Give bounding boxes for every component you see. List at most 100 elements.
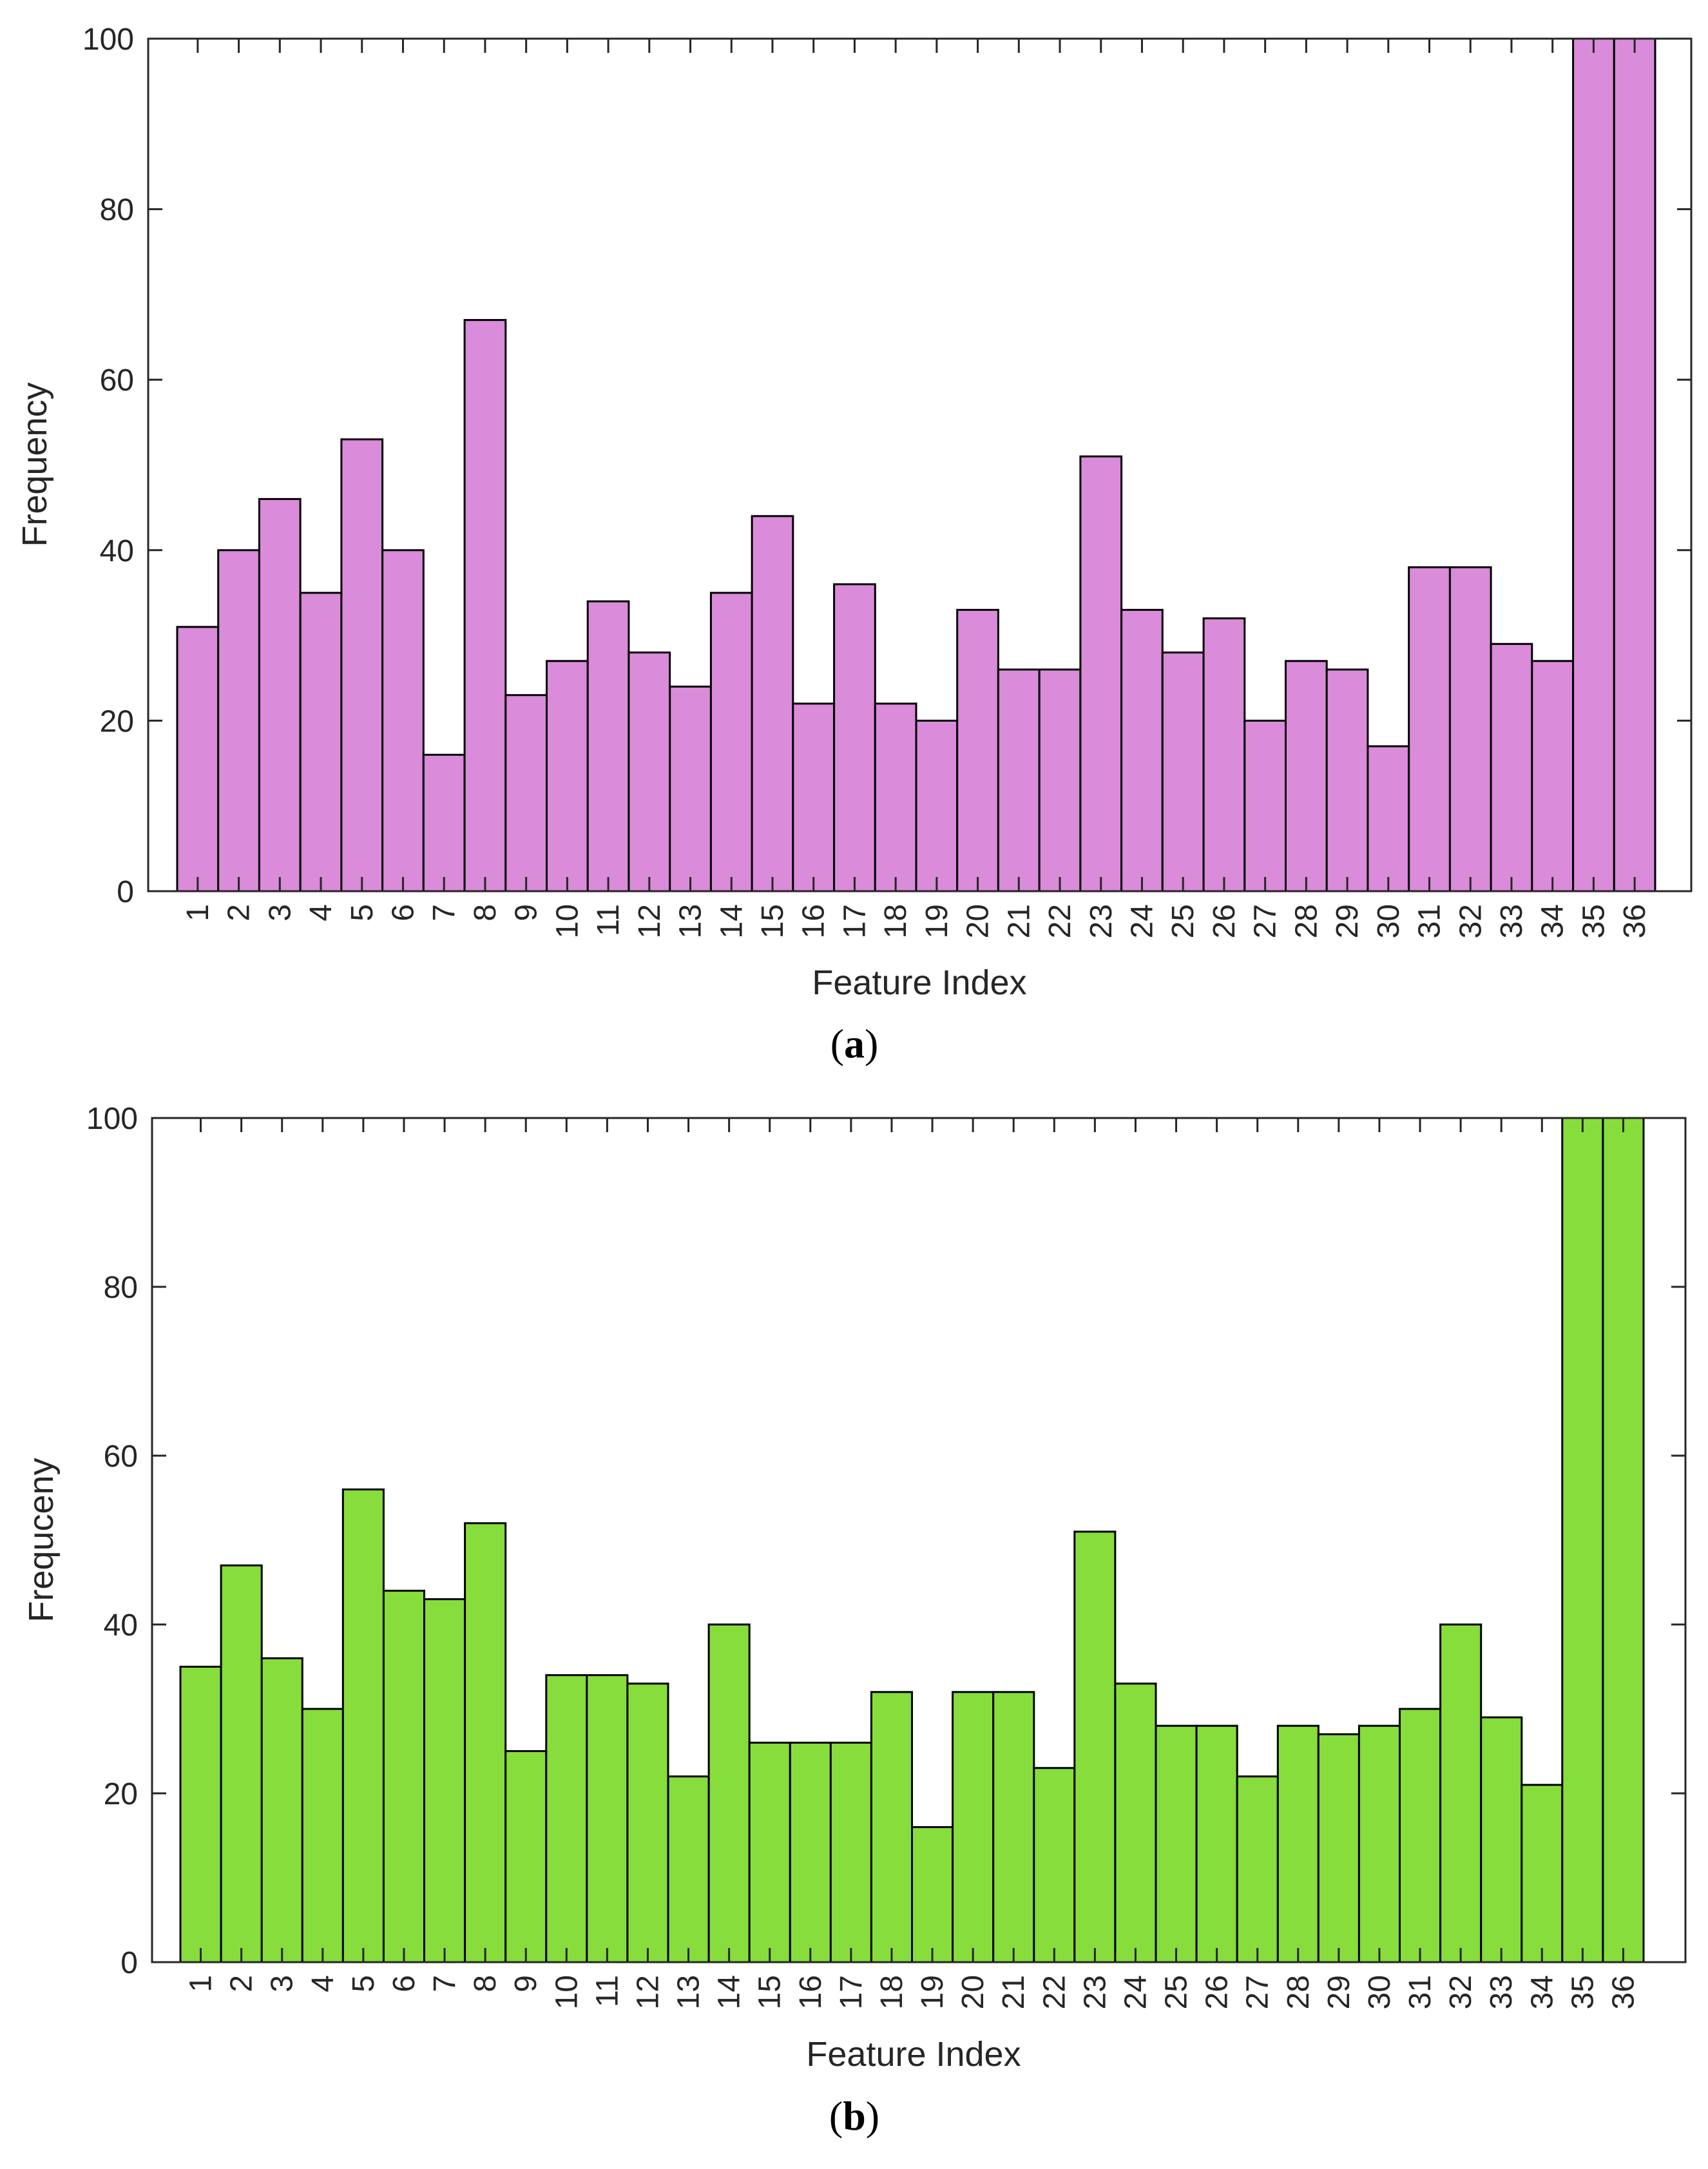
- bar-a-2: [217, 549, 260, 892]
- x-tick-label-b-27: 27: [1241, 1975, 1275, 2009]
- x-tick-label-a-3: 3: [263, 904, 297, 921]
- x-tick-label-b-31: 31: [1403, 1975, 1437, 2009]
- x-tick-label-a-33: 33: [1495, 904, 1529, 938]
- bar-a-9: [504, 694, 548, 892]
- x-tick-label-a-25: 25: [1166, 904, 1200, 938]
- bar-b-15: [748, 1741, 791, 1963]
- bar-a-20: [956, 608, 999, 892]
- x-tick-label-b-29: 29: [1322, 1975, 1356, 2009]
- x-tick-label-b-30: 30: [1363, 1975, 1397, 2009]
- bar-b-7: [423, 1598, 466, 1963]
- x-tick-label-a-1: 1: [181, 904, 215, 921]
- panel-label-b: (b): [829, 2093, 879, 2139]
- y-tick-label-a-80: 80: [100, 193, 134, 227]
- x-tick-label-b-36: 36: [1607, 1975, 1641, 2009]
- bar-a-28: [1285, 660, 1328, 892]
- y-tick-label-a-40: 40: [100, 534, 134, 568]
- x-tick-label-a-29: 29: [1330, 904, 1365, 938]
- x-tick-label-a-14: 14: [715, 904, 749, 938]
- bar-a-18: [874, 702, 917, 892]
- bar-b-21: [992, 1691, 1035, 1963]
- bar-a-15: [751, 515, 794, 892]
- bar-a-36: [1613, 37, 1656, 892]
- bars-b: [179, 1117, 1645, 1963]
- bar-b-13: [667, 1775, 710, 1963]
- bar-b-33: [1480, 1716, 1523, 1963]
- bar-b-12: [626, 1682, 669, 1963]
- x-tick-label-b-12: 12: [631, 1975, 666, 2009]
- bar-b-29: [1317, 1733, 1360, 1963]
- bar-a-21: [997, 668, 1041, 892]
- bar-b-17: [829, 1741, 872, 1963]
- bar-b-18: [870, 1691, 914, 1963]
- x-tick-label-a-18: 18: [879, 904, 913, 938]
- bar-b-23: [1073, 1530, 1117, 1963]
- x-tick-label-b-28: 28: [1281, 1975, 1316, 2009]
- x-tick-label-b-19: 19: [916, 1975, 950, 2009]
- x-tick-label-a-20: 20: [961, 904, 995, 938]
- x-tick-label-a-8: 8: [468, 904, 503, 921]
- bar-a-19: [915, 719, 959, 892]
- x-tick-label-a-34: 34: [1536, 904, 1570, 938]
- x-tick-label-b-22: 22: [1037, 1975, 1071, 2009]
- x-tick-label-a-27: 27: [1249, 904, 1283, 938]
- bar-a-12: [628, 651, 671, 892]
- bar-a-14: [709, 592, 753, 892]
- bar-a-33: [1490, 642, 1533, 892]
- x-tick-label-a-5: 5: [345, 904, 379, 921]
- bar-b-2: [220, 1564, 263, 1963]
- x-tick-label-b-9: 9: [509, 1975, 543, 1992]
- x-tick-label-a-32: 32: [1454, 904, 1488, 938]
- bar-b-26: [1195, 1724, 1238, 1963]
- x-tick-label-a-2: 2: [222, 904, 256, 921]
- y-tick-label-b-40: 40: [104, 1608, 138, 1643]
- bar-b-25: [1155, 1724, 1198, 1963]
- x-tick-label-a-9: 9: [510, 904, 544, 921]
- x-tick-label-b-20: 20: [956, 1975, 990, 2009]
- x-tick-label-b-32: 32: [1444, 1975, 1478, 2009]
- x-tick-label-a-28: 28: [1289, 904, 1323, 938]
- x-tick-label-b-25: 25: [1160, 1975, 1194, 2009]
- y-tick-label-b-100: 100: [86, 1102, 138, 1136]
- bar-b-11: [586, 1674, 629, 1963]
- bar-a-17: [833, 583, 876, 892]
- x-tick-label-a-31: 31: [1413, 904, 1447, 938]
- plot-frame-b: [151, 1117, 1687, 1963]
- x-tick-label-b-1: 1: [184, 1975, 218, 1992]
- bar-a-35: [1572, 37, 1615, 892]
- bar-a-29: [1325, 668, 1369, 892]
- bar-b-27: [1236, 1775, 1279, 1963]
- bar-a-22: [1038, 668, 1082, 892]
- x-tick-label-a-15: 15: [756, 904, 790, 938]
- x-tick-label-b-3: 3: [265, 1975, 300, 1992]
- x-tick-label-b-26: 26: [1200, 1975, 1234, 2009]
- x-tick-label-b-24: 24: [1119, 1975, 1153, 2009]
- x-tick-label-b-34: 34: [1525, 1975, 1559, 2009]
- bar-a-13: [669, 686, 712, 892]
- x-tick-label-b-11: 11: [590, 1975, 624, 2007]
- bar-a-34: [1531, 660, 1575, 892]
- x-tick-label-a-23: 23: [1084, 904, 1118, 938]
- bar-b-3: [260, 1657, 303, 1963]
- x-tick-label-a-16: 16: [797, 904, 831, 938]
- bar-b-36: [1602, 1117, 1645, 1963]
- x-axis-title-b: Feature Index: [806, 2035, 1021, 2074]
- bar-a-7: [422, 753, 466, 892]
- bar-a-4: [299, 592, 343, 892]
- bar-b-34: [1521, 1784, 1564, 1963]
- bar-a-30: [1367, 745, 1410, 892]
- bar-b-1: [179, 1666, 222, 1963]
- x-tick-label-a-17: 17: [838, 904, 872, 938]
- bar-a-31: [1408, 566, 1451, 892]
- bars-a: [176, 37, 1656, 892]
- x-tick-label-a-24: 24: [1126, 904, 1160, 938]
- bar-b-20: [952, 1691, 995, 1963]
- bar-b-8: [464, 1522, 507, 1963]
- y-tick-label-a-100: 100: [82, 23, 134, 57]
- panel-letter-a: a: [844, 1021, 865, 1066]
- bar-b-30: [1358, 1724, 1401, 1963]
- x-tick-label-b-21: 21: [997, 1975, 1031, 2009]
